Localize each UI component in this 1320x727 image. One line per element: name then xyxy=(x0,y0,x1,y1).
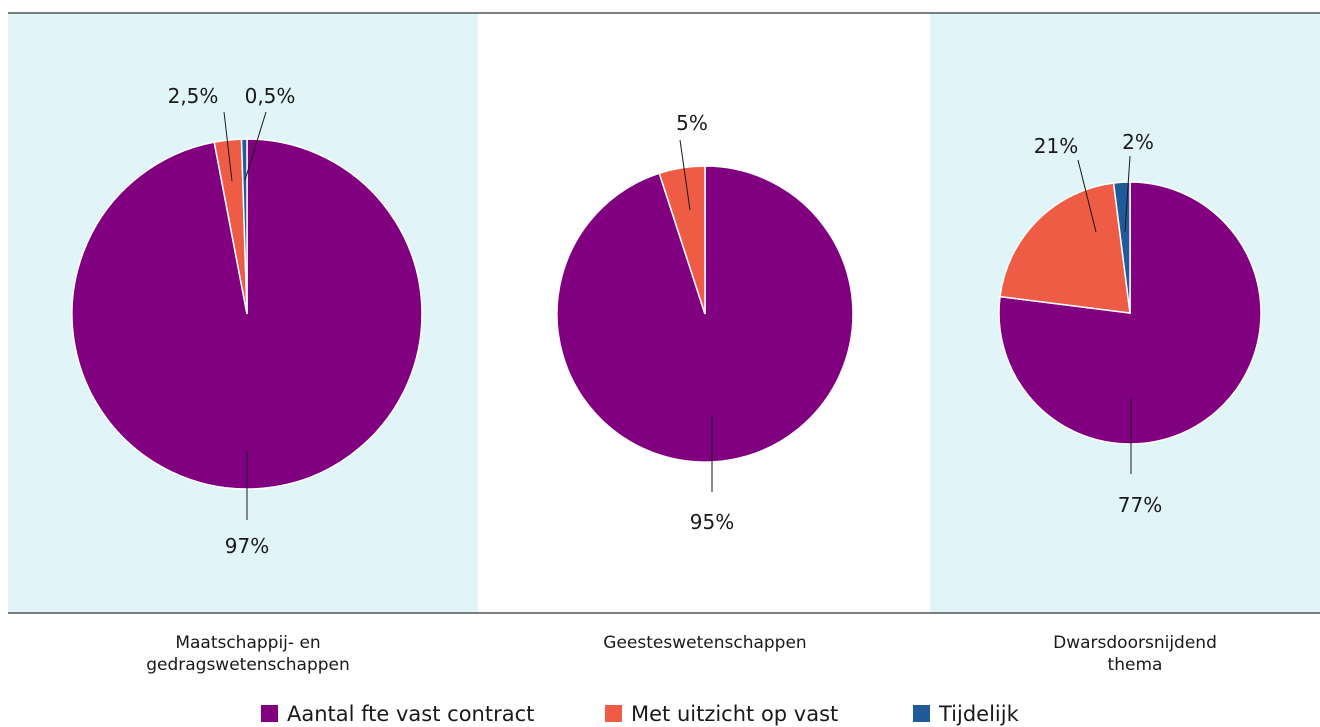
category-label-1-line1: Maatschappij- en xyxy=(175,633,321,653)
pie-1-leader-3 xyxy=(244,111,267,181)
pie-charts-area: 97% 2,5% 0,5% 95% 5% 77% 21% 2% xyxy=(8,12,1320,614)
legend-label-uitzicht-op-vast: Met uitzicht op vast xyxy=(631,701,839,726)
legend-item-vast-contract: Aantal fte vast contract xyxy=(261,700,534,727)
pie-1-label-2: 2,5% xyxy=(168,84,219,108)
pie-3-label-2: 21% xyxy=(1034,134,1078,158)
pie-3-slice-1 xyxy=(998,181,1262,445)
pie-1-slice-3 xyxy=(240,138,248,315)
legend-label-vast-contract: Aantal fte vast contract xyxy=(287,701,535,726)
pie-2-slice-2 xyxy=(658,165,706,315)
category-label-2: Geesteswetenschappen xyxy=(570,632,840,654)
pie-1-leader-2 xyxy=(223,111,233,182)
pies-group: 97% 2,5% 0,5% 95% 5% 77% 21% 2% xyxy=(71,84,1262,558)
category-label-3: Dwarsdoorsnijdend thema xyxy=(1000,632,1270,676)
pie-3-leader-3 xyxy=(1124,155,1131,233)
pie-1-label-1: 97% xyxy=(225,534,269,558)
legend: Aantal fte vast contract Met uitzicht op… xyxy=(0,700,1320,727)
pie-3-label-1: 77% xyxy=(1118,493,1162,517)
pie-2-label-1: 95% xyxy=(690,510,734,534)
category-label-1-line2: gedragswetenschappen xyxy=(146,655,350,675)
category-label-1: Maatschappij- en gedragswetenschappen xyxy=(113,632,383,676)
legend-item-uitzicht-op-vast: Met uitzicht op vast xyxy=(605,700,838,727)
category-label-3-line2: thema xyxy=(1107,655,1163,675)
pie-1-label-3: 0,5% xyxy=(245,84,296,108)
pie-2-label-2: 5% xyxy=(676,111,708,135)
pie-3-label-3: 2% xyxy=(1122,130,1154,154)
pie-2-leader-2 xyxy=(679,139,691,211)
legend-swatch-vast-contract xyxy=(261,705,278,722)
legend-item-tijdelijk: Tijdelijk xyxy=(913,700,1019,727)
pie-3-leader-2 xyxy=(1077,159,1097,233)
pie-3-slice-2 xyxy=(999,182,1131,314)
category-label-3-line1: Dwarsdoorsnijdend xyxy=(1053,633,1217,653)
legend-swatch-tijdelijk xyxy=(913,705,930,722)
legend-label-tijdelijk: Tijdelijk xyxy=(939,701,1019,726)
legend-swatch-uitzicht-op-vast xyxy=(605,705,622,722)
category-label-2-line1: Geesteswetenschappen xyxy=(603,633,807,653)
